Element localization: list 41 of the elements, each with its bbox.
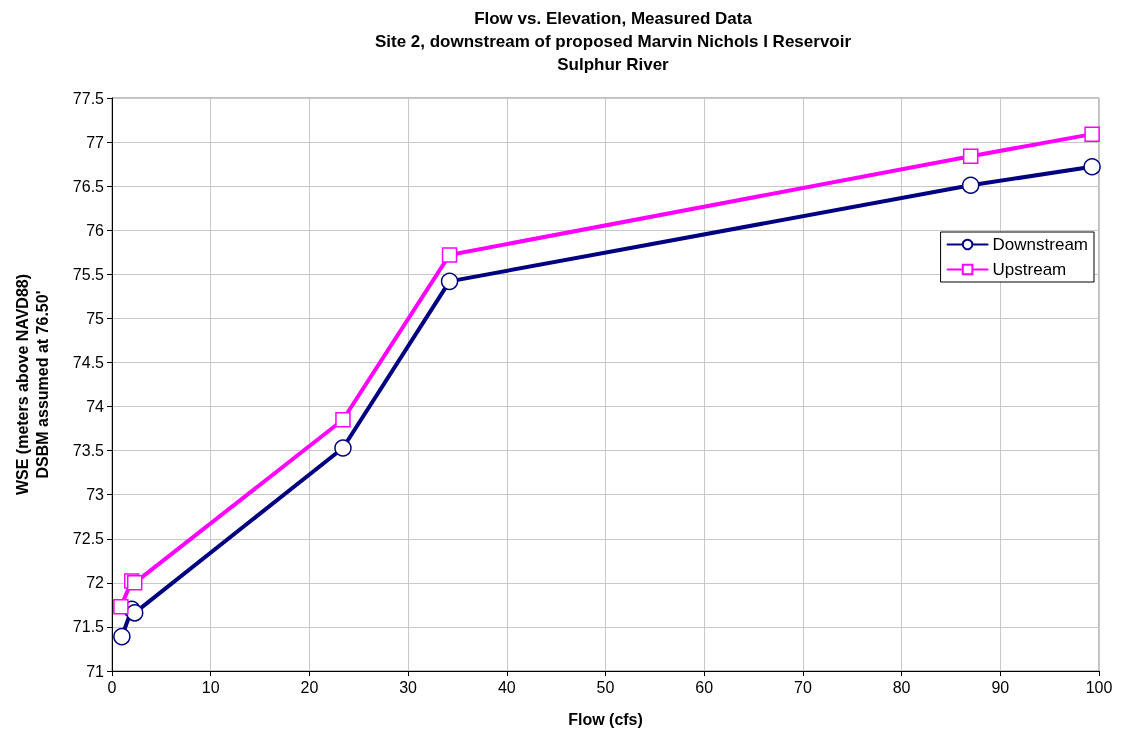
chart-title: Flow vs. Elevation, Measured Data Site 2, downstream of proposed Marvin Nichols I Reservoir Sulphur River [374,9,852,74]
point [1083,158,1101,176]
x-tick-label: 20 [300,678,319,696]
x-tick-label: 50 [596,678,615,696]
point [113,598,129,615]
point [125,604,144,622]
y-tick-label: 72 [86,574,105,592]
y-tick-label: 73 [86,486,105,504]
y-tick-label: 77 [86,133,105,151]
y-tick-label: 75 [86,309,105,327]
y-tick-label: 77.5 [72,89,105,107]
y-axis-title: WSE (meters above NAVD88) DSBM assumed at 76.50' [13,273,51,496]
y-tick-label: 76.5 [72,177,105,195]
point [334,439,352,457]
point [441,247,458,263]
x-axis-title: Flow (cfs) [568,710,643,728]
x-tick-label: 30 [399,678,418,696]
x-tick-label: 90 [991,678,1010,696]
y-tick-label: 71.5 [72,618,105,636]
x-tick-label: 60 [695,678,714,696]
point [335,412,351,428]
point [962,148,979,164]
y-tick-label: 73.5 [72,442,105,460]
x-tick-label: 80 [892,678,911,696]
legend-label: Downstream [992,235,1088,254]
point [113,627,131,646]
point [440,272,459,291]
x-tick-label: 10 [201,678,220,696]
x-tick-label: 40 [497,678,516,696]
x-tick-label: 100 [1085,678,1113,696]
point [1084,126,1100,142]
y-tick-label: 72.5 [72,530,105,548]
y-tick-label: 76 [86,221,105,239]
point [961,176,980,195]
y-tick-label: 74 [86,398,105,416]
legend-label: Upstream [992,260,1067,279]
y-tick-label: 74.5 [72,353,105,371]
x-tick-label: 70 [794,678,812,696]
y-tick-label: 71 [86,662,105,680]
x-tick-label: 0 [107,678,117,696]
y-tick-label: 75.5 [72,265,105,283]
